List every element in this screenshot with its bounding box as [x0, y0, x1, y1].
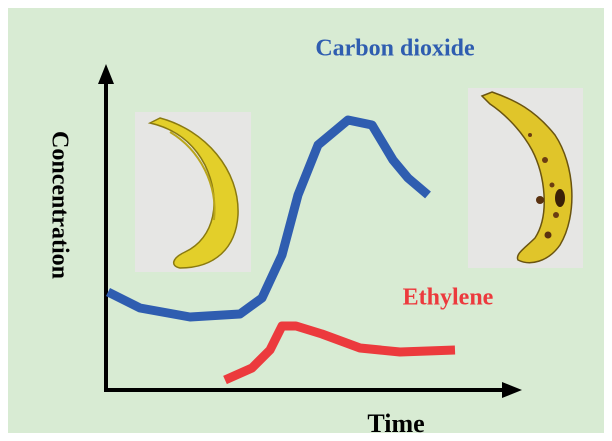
unripe-banana-photo — [135, 112, 251, 272]
ripe-banana-photo — [468, 88, 583, 268]
y-axis-label: Concentration — [46, 131, 72, 279]
ethylene-label: Ethylene — [403, 285, 494, 311]
diagram: Carbon dioxide Ethylene Concentration Ti… — [0, 0, 612, 441]
x-axis-label: Time — [367, 409, 424, 438]
carbon-dioxide-label: Carbon dioxide — [315, 36, 475, 62]
